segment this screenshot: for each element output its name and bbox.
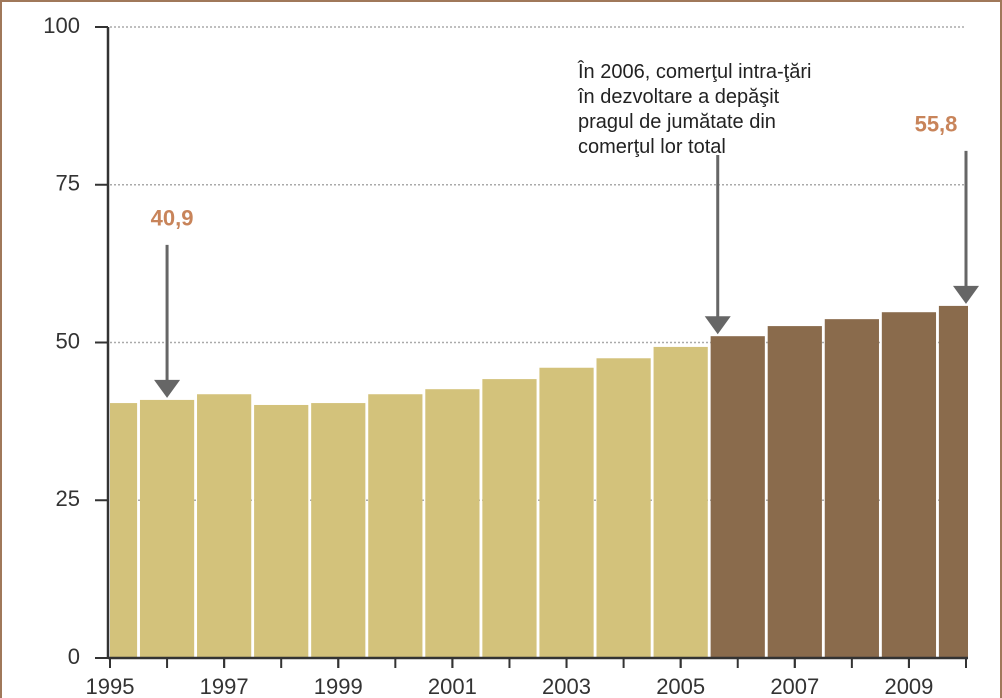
bar: [368, 394, 423, 658]
value-label: 40,9: [151, 206, 194, 231]
x-tick-label: 2009: [884, 674, 933, 698]
arrow-head: [953, 285, 979, 304]
arrow-head: [154, 379, 181, 398]
bar: [254, 404, 309, 658]
y-tick-label: 100: [43, 13, 80, 38]
bar: [596, 358, 651, 658]
x-tick-label: 1999: [314, 674, 363, 698]
x-tick-label: 2005: [656, 674, 705, 698]
annotation-line: În 2006, comerţul intra-ţări: [577, 60, 811, 83]
annotation-line: în dezvoltare a depăşit: [577, 86, 780, 108]
x-tick-label: 2003: [542, 674, 591, 698]
bar: [653, 346, 708, 658]
bar: [767, 326, 822, 658]
bar: [425, 389, 480, 658]
bar: [311, 403, 366, 658]
bar: [710, 336, 765, 658]
bar: [539, 367, 594, 658]
bar: [938, 305, 968, 658]
x-tick-label: 1995: [86, 674, 135, 698]
annotation-line: comerţul lor total: [578, 136, 726, 158]
bar: [139, 399, 195, 658]
bar: [110, 403, 138, 658]
y-tick-label: 50: [56, 328, 80, 353]
annotation-line: pragul de jumătate din: [578, 111, 776, 133]
x-tick-label: 1997: [200, 674, 249, 698]
bar: [824, 319, 879, 658]
arrow-head: [704, 316, 731, 335]
bar: [197, 394, 252, 658]
bar: [881, 312, 937, 658]
x-tick-label: 2007: [770, 674, 819, 698]
value-label: 55,8: [915, 112, 958, 137]
y-tick-label: 75: [56, 171, 80, 196]
bar: [482, 379, 537, 658]
y-tick-label: 0: [68, 644, 80, 669]
x-tick-label: 2001: [428, 674, 477, 698]
y-tick-label: 25: [56, 486, 80, 511]
